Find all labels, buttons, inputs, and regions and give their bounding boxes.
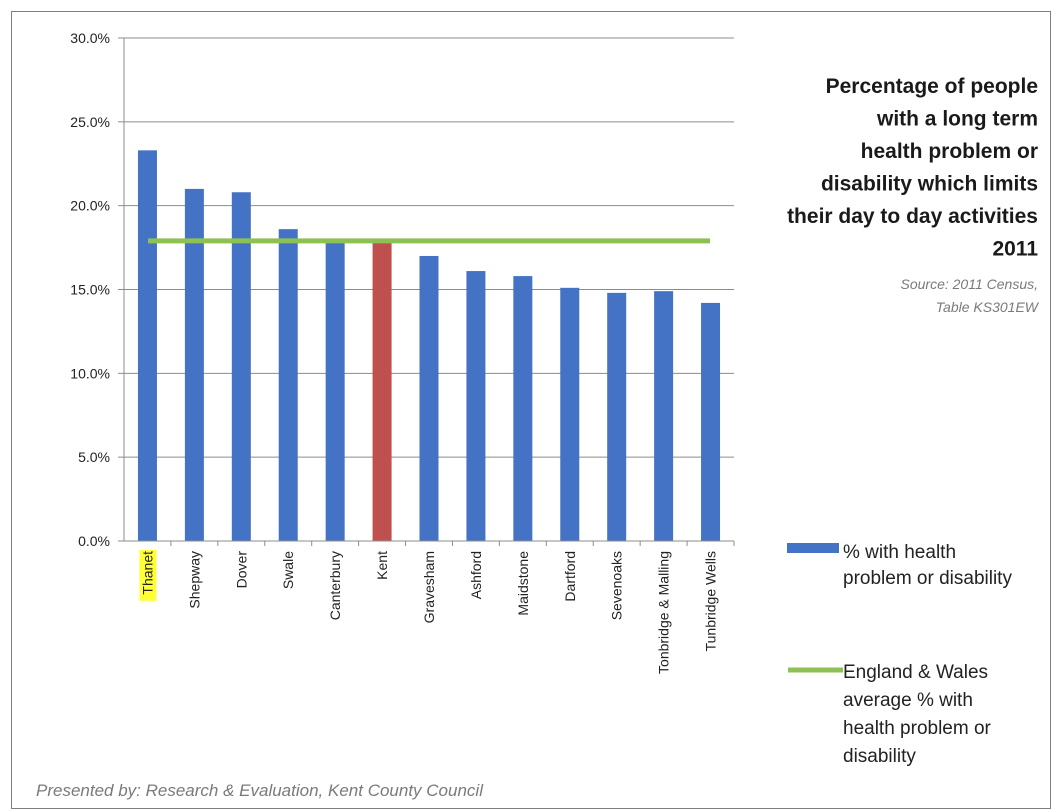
x-category-label: Dartford (562, 551, 578, 602)
bar-gravesham (419, 255, 439, 541)
x-category-label: Tonbridge & Malling (656, 551, 672, 674)
legend: % with health problem or disability Englan… (787, 542, 1012, 767)
bar-kent (372, 242, 392, 541)
bar-sevenoaks (607, 292, 627, 541)
title-line: their day to day activities (787, 205, 1038, 228)
title-line: 2011 (992, 238, 1038, 261)
x-category-label: Dover (233, 551, 249, 589)
legend-label-line: health problem or (843, 718, 992, 739)
bar-tonbridge-malling (654, 291, 674, 541)
legend-label-bar: % with health (843, 542, 956, 563)
x-category-label: Canterbury (327, 551, 343, 620)
x-category-label: Sevenoaks (609, 551, 625, 620)
title-line: Percentage of people (826, 75, 1038, 98)
source-line: Source: 2011 Census, (901, 276, 1039, 292)
y-tick-label: 0.0% (78, 533, 110, 549)
category-highlight (139, 550, 157, 601)
x-category-label: Swale (280, 551, 296, 589)
bar-dartford (560, 287, 580, 541)
y-tick-label: 25.0% (70, 114, 110, 130)
x-category-label: Shepway (186, 551, 202, 609)
y-tick-label: 20.0% (70, 198, 110, 214)
bar-dover (231, 192, 251, 541)
legend-label-bar: problem or disability (843, 568, 1012, 589)
x-category-label: Maidstone (515, 551, 531, 616)
bar-swale (278, 229, 298, 541)
bar-ashford (466, 271, 486, 541)
bar-tunbridge-wells (701, 302, 721, 541)
legend-label-line: disability (843, 746, 916, 767)
title-line: with a long term (876, 108, 1038, 131)
y-tick-label: 10.0% (70, 365, 110, 381)
source-line: Table KS301EW (936, 299, 1040, 315)
bar-canterbury (325, 242, 345, 541)
y-tick-label: 30.0% (70, 30, 110, 46)
y-tick-label: 5.0% (78, 449, 110, 465)
legend-label-line: average % with (843, 690, 973, 711)
axes: 0.0% 5.0% 10.0% 15.0% 20.0% 25.0% 30.0% Thanet S… (70, 30, 735, 674)
chart-title: Percentage of people with a long term heal… (787, 75, 1040, 315)
footer-text: Presented by: Research & Evaluation, Ken… (36, 781, 484, 800)
bar-shepway (184, 188, 204, 541)
y-tick-label: 15.0% (70, 282, 110, 298)
x-category-label: Kent (374, 551, 390, 580)
legend-label-line: England & Wales (843, 662, 988, 683)
x-category-label: Thanet (139, 551, 155, 595)
legend-swatch-bar (787, 543, 839, 553)
x-category-label: Gravesham (421, 551, 437, 623)
title-line: disability which limits (821, 173, 1038, 196)
bars (137, 150, 721, 541)
bar-thanet (137, 150, 157, 541)
x-category-label: Ashford (468, 551, 484, 599)
bar-maidstone (513, 276, 533, 541)
title-line: health problem or (861, 140, 1038, 163)
x-category-label: Tunbridge Wells (703, 551, 719, 651)
